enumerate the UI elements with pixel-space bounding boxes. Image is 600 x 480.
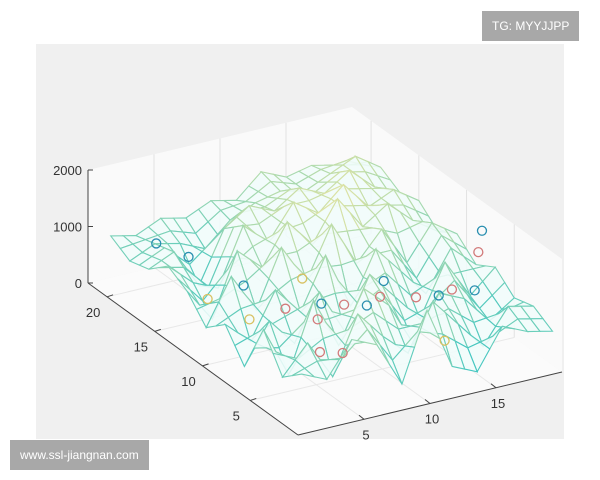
y-tick [250,397,257,401]
data-marker [202,293,213,305]
y-tick-label: 20 [86,305,100,320]
y-tick-label: 10 [181,374,195,389]
data-marker [314,346,326,358]
x-tick-label: 5 [362,427,369,442]
data-marker [476,225,488,236]
mesh-cell [291,367,317,378]
z-tick-label: 0 [75,276,82,291]
data-marker [361,300,372,311]
y-tick-label: 5 [233,408,240,423]
z-tick-label: 1000 [53,220,82,235]
data-marker [280,303,291,314]
data-marker [433,290,444,301]
y-axis [87,282,299,436]
data-marker [410,292,422,303]
data-marker [446,284,458,295]
z-tick-label: 2000 [53,163,82,178]
y-tick [202,363,209,367]
y-tick [106,294,114,298]
watermark-bottom-left: www.ssl-jiangnan.com [10,440,149,470]
x-tick [490,383,497,389]
data-marker [238,280,249,291]
data-marker [316,298,327,309]
data-marker [473,246,484,258]
data-marker [183,251,194,263]
data-marker [244,314,255,325]
x-tick [424,399,431,404]
data-marker [337,347,348,359]
y-tick [154,328,161,332]
y-tick-label: 15 [134,339,148,354]
data-marker [374,291,386,302]
data-marker [338,299,350,310]
x-tick [358,414,365,420]
data-marker [312,314,323,325]
data-marker [439,335,450,346]
data-marker [297,273,308,284]
data-marker [378,275,389,287]
x-tick-label: 10 [425,412,439,427]
watermark-top-right: TG: MYYJJPP [482,11,580,41]
data-marker [469,285,480,296]
data-marker [151,238,162,249]
x-tick-label: 15 [491,396,505,411]
